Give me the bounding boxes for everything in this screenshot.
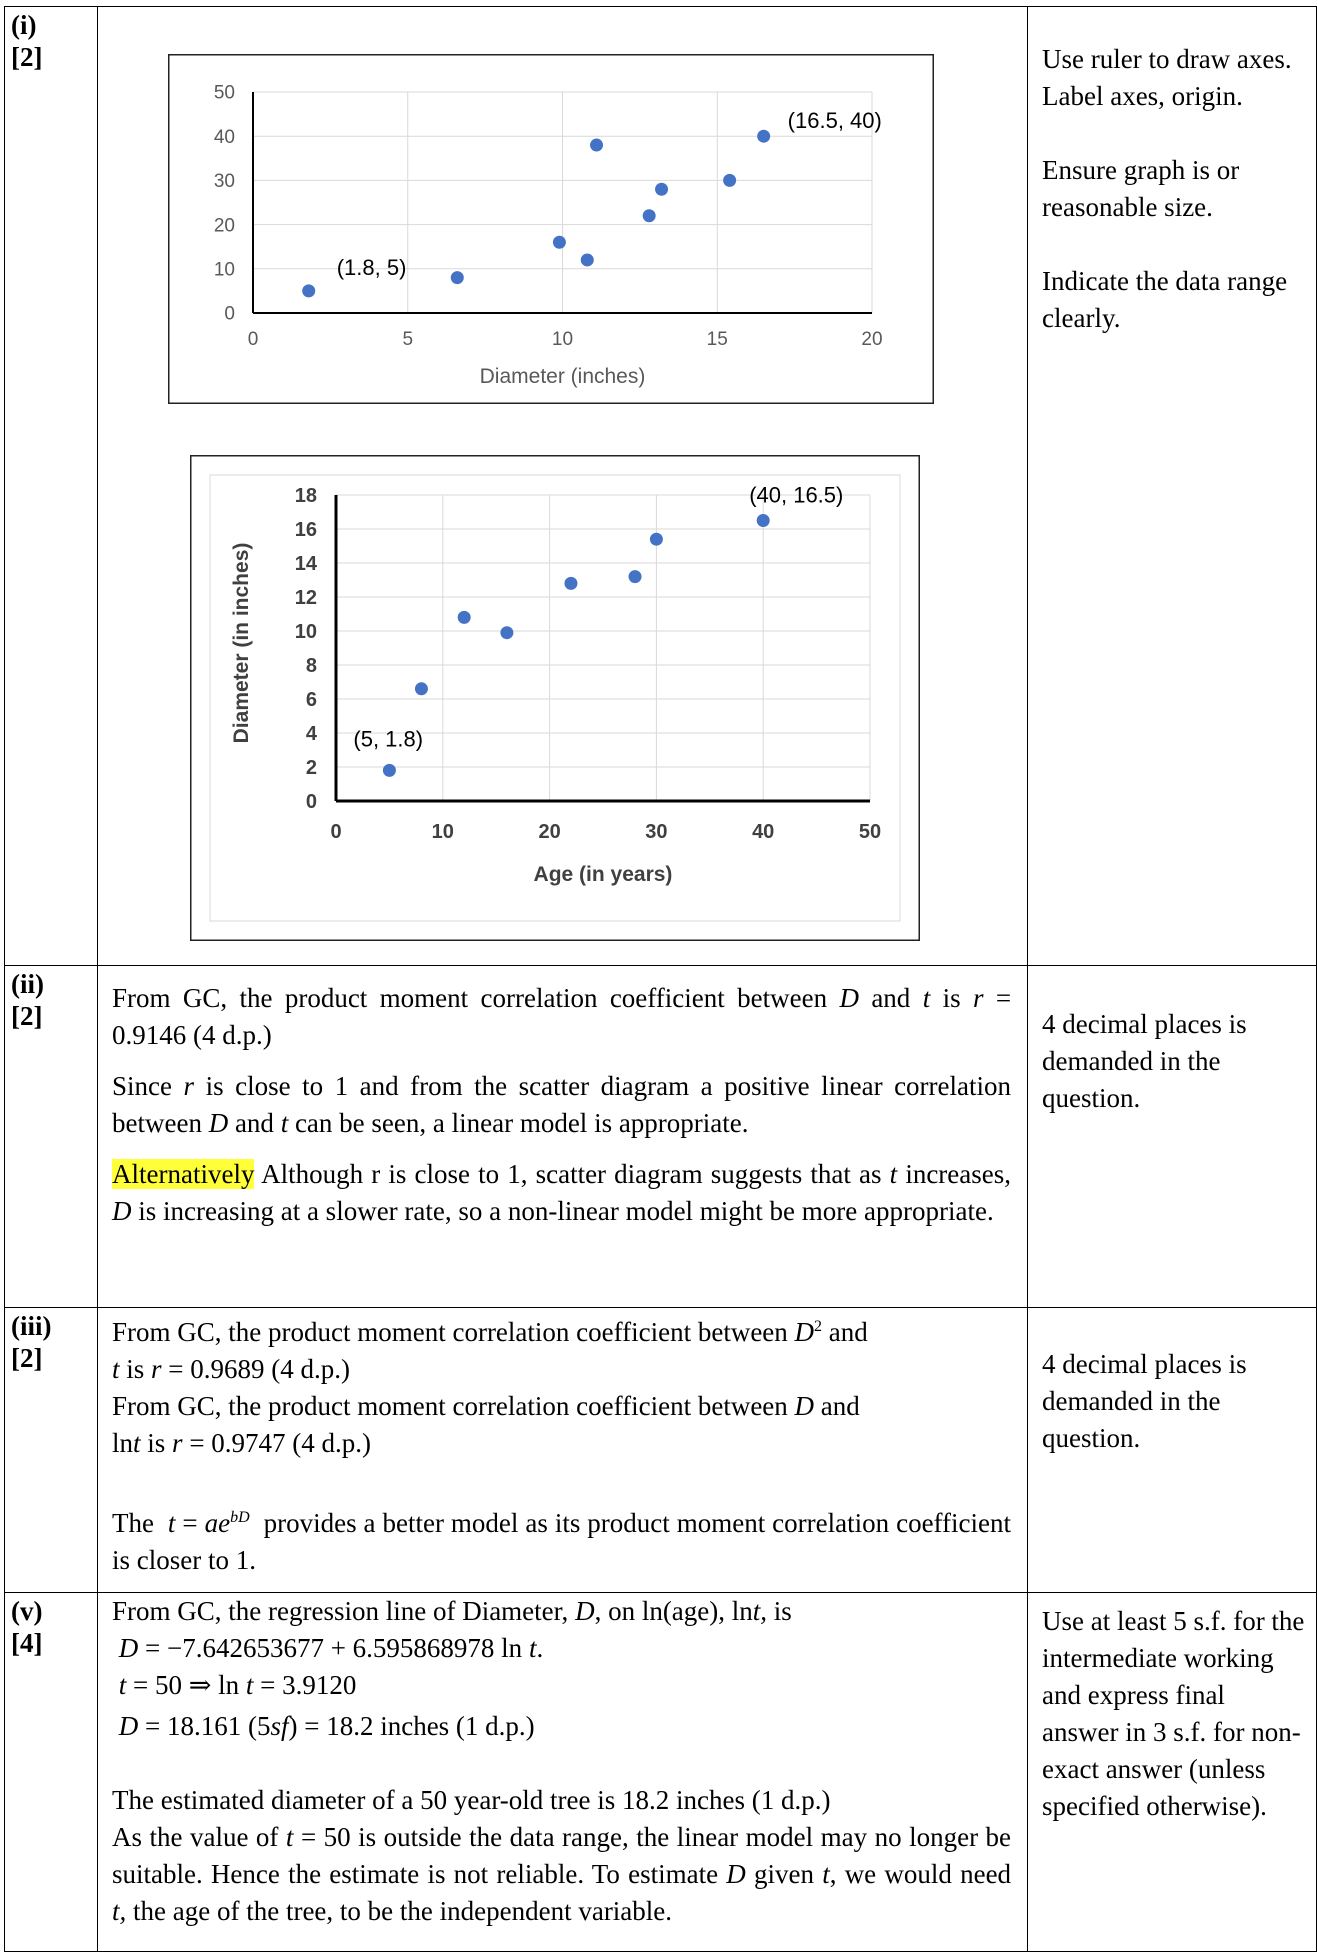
note-decimal-places: 4 decimal places is demanded in the ques… — [1042, 1349, 1247, 1453]
data-point — [628, 570, 642, 584]
row-v-notes-cell: Use at least 5 s.f. for the intermediate… — [1027, 1592, 1317, 1952]
scatter-chart-diameter: 0 5 10 15 20 0 10 20 30 40 50 Diameter (inches) (1.8… — [168, 54, 934, 404]
point-annotation: (16.5, 40) — [788, 108, 882, 133]
row-ii: (ii) [2] From GC, the product moment cor… — [4, 965, 1317, 1308]
x-tick-label: 50 — [859, 821, 881, 843]
row-v-solution-cell: From GC, the regression line of Diameter… — [97, 1592, 1028, 1952]
y-tick-label: 10 — [214, 259, 235, 280]
data-point — [757, 129, 771, 143]
y-tick-label: 30 — [214, 171, 235, 192]
x-tick-label: 15 — [707, 329, 728, 350]
regression-line: From GC, the regression line of Diameter… — [112, 1596, 792, 1700]
pmcc-ln-t: From GC, the product moment correlation … — [112, 1391, 860, 1458]
y-tick-label: 8 — [306, 655, 317, 677]
point-annotation: (1.8, 5) — [337, 255, 407, 280]
marks-label: [2] — [11, 1001, 43, 1031]
data-point — [414, 682, 428, 696]
row-i-charts-cell: 0 5 10 15 20 0 10 20 30 40 50 Diameter (inches) (1.8… — [97, 6, 1028, 966]
x-axis-label: Diameter (inches) — [480, 365, 646, 388]
row-i: (i) [2] 0 5 10 15 20 0 10 20 30 40 50 Diameter (inc… — [4, 6, 1317, 966]
chart-frame — [190, 455, 920, 941]
chart-frame — [168, 54, 934, 404]
y-axis-label: Diameter (in inches) — [230, 543, 253, 744]
estimate-statement: The estimated diameter of a 50 year-old … — [112, 1785, 831, 1815]
y-tick-label: 0 — [224, 304, 235, 325]
linear-model-reason: Since r is close to 1 and from the scatt… — [112, 1071, 1012, 1138]
marks-label: [2] — [11, 1343, 43, 1373]
diameter-estimate: D = 18.161 (5sf) = 18.2 inches (1 d.p.) — [118, 1711, 535, 1741]
data-point — [564, 576, 578, 590]
x-axis-label: Age (in years) — [534, 863, 673, 886]
data-point — [756, 514, 770, 527]
row-iii-notes-cell: 4 decimal places is demanded in the ques… — [1027, 1307, 1317, 1593]
point-annotation: (40, 16.5) — [749, 483, 843, 508]
x-tick-label: 0 — [330, 821, 341, 843]
data-point — [642, 209, 656, 223]
y-tick-label: 12 — [295, 587, 317, 609]
x-tick-label: 20 — [861, 329, 882, 350]
y-tick-label: 6 — [306, 689, 317, 711]
point-annotation: (5, 1.8) — [353, 726, 423, 751]
alternatively-highlight: Alternatively — [112, 1159, 255, 1189]
y-tick-label: 14 — [295, 553, 318, 575]
row-iii-label-cell: (iii) [2] — [4, 1307, 98, 1593]
reliability-comment: As the value of t = 50 is outside the da… — [112, 1822, 1012, 1926]
marks-label: [2] — [11, 42, 43, 72]
x-tick-label: 0 — [248, 329, 259, 350]
alternative-reason: Alternatively Although r is close to 1, … — [112, 1159, 1012, 1226]
marks-label: [4] — [11, 1628, 43, 1658]
data-point — [723, 173, 737, 187]
x-tick-label: 20 — [538, 821, 560, 843]
row-ii-label-cell: (ii) [2] — [4, 965, 98, 1308]
x-tick-label: 40 — [752, 821, 774, 843]
data-point — [649, 532, 663, 546]
note-range: Indicate the data range clearly. — [1042, 266, 1288, 333]
row-v-label-cell: (v) [4] — [4, 1592, 98, 1952]
row-iii: (iii) [2] From GC, the product moment co… — [4, 1307, 1317, 1593]
better-model-conclusion: The t = aebD provides a better model as … — [112, 1508, 1012, 1575]
row-iii-solution-cell: From GC, the product moment correlation … — [97, 1307, 1028, 1593]
part-label: (iii) — [11, 1311, 52, 1341]
y-tick-label: 2 — [306, 757, 317, 779]
x-tick-label: 5 — [402, 329, 413, 350]
data-point — [590, 138, 604, 152]
pmcc-d-squared: From GC, the product moment correlation … — [112, 1317, 868, 1384]
chart-area-border — [209, 474, 901, 922]
row-ii-solution-cell: From GC, the product moment correlation … — [97, 965, 1028, 1308]
row-v: (v) [4] From GC, the regression line of … — [4, 1592, 1317, 1952]
row-ii-notes-cell: 4 decimal places is demanded in the ques… — [1027, 965, 1317, 1308]
x-tick-label: 10 — [552, 329, 573, 350]
row-i-label: (i) [2] — [5, 7, 97, 75]
data-point — [580, 253, 594, 267]
note-size: Ensure graph is or reasonable size. — [1042, 155, 1240, 222]
y-tick-label: 16 — [295, 519, 317, 541]
note-ruler: Use ruler to draw axes. Label axes, orig… — [1042, 44, 1292, 111]
note-significant-figures: Use at least 5 s.f. for the intermediate… — [1042, 1606, 1305, 1821]
part-label: (i) — [11, 10, 37, 40]
data-point — [302, 284, 316, 298]
scatter-chart-age: 0 10 20 30 40 50 0 2 4 6 8 10 12 14 16 18 Age (in years)… — [190, 455, 920, 941]
data-point — [655, 182, 669, 196]
data-point — [450, 271, 464, 285]
y-tick-label: 0 — [306, 791, 317, 813]
data-point — [382, 763, 396, 777]
note-decimal-places: 4 decimal places is demanded in the ques… — [1042, 1009, 1247, 1113]
y-tick-label: 50 — [214, 83, 235, 104]
data-point — [457, 610, 471, 624]
y-tick-label: 18 — [295, 485, 317, 507]
y-tick-label: 20 — [214, 215, 235, 236]
y-tick-label: 4 — [306, 723, 318, 745]
y-tick-label: 10 — [295, 621, 317, 643]
part-label: (v) — [11, 1596, 43, 1626]
solution-table: (i) [2] 0 5 10 15 20 0 10 20 30 40 50 Diameter (inc… — [4, 6, 1317, 1952]
x-tick-label: 30 — [645, 821, 667, 843]
pmcc-statement: From GC, the product moment correlation … — [112, 983, 1012, 1050]
data-point — [500, 626, 514, 640]
part-label: (ii) — [11, 969, 44, 999]
row-i-label-cell: (i) [2] — [4, 6, 98, 966]
row-i-notes-cell: Use ruler to draw axes. Label axes, orig… — [1027, 6, 1317, 966]
x-tick-label: 10 — [432, 821, 454, 843]
data-point — [552, 235, 566, 249]
y-tick-label: 40 — [214, 127, 235, 148]
